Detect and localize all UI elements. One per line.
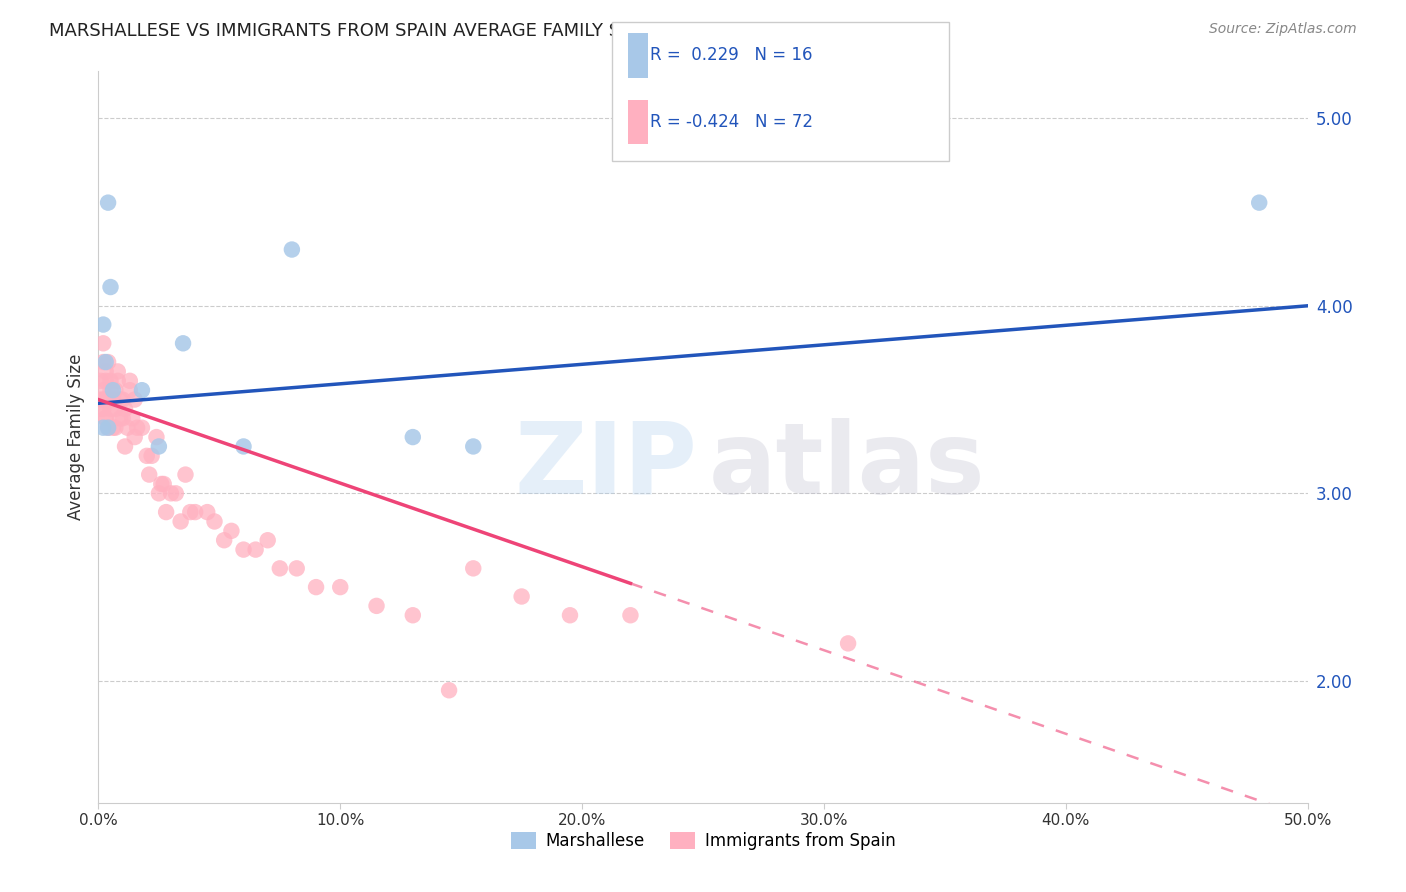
Point bbox=[94, 411, 117, 425]
Point bbox=[402, 430, 425, 444]
Point bbox=[114, 401, 136, 416]
Point bbox=[107, 364, 129, 378]
Point bbox=[100, 280, 122, 294]
Point bbox=[837, 636, 859, 650]
Point bbox=[100, 383, 122, 397]
Point bbox=[111, 411, 134, 425]
Point bbox=[118, 383, 141, 397]
Point bbox=[97, 420, 120, 434]
Point bbox=[94, 392, 117, 407]
Point bbox=[91, 336, 114, 351]
Point bbox=[619, 608, 641, 623]
Point bbox=[94, 364, 117, 378]
Point bbox=[172, 336, 194, 351]
Point bbox=[463, 440, 485, 454]
Point bbox=[366, 599, 388, 613]
Point bbox=[108, 392, 131, 407]
Point bbox=[104, 401, 127, 416]
Point bbox=[97, 195, 120, 210]
Point bbox=[100, 374, 122, 388]
Y-axis label: Average Family Size: Average Family Size bbox=[66, 354, 84, 520]
Point bbox=[91, 392, 114, 407]
Point bbox=[121, 411, 143, 425]
Text: ZIP: ZIP bbox=[515, 417, 697, 515]
Point bbox=[212, 533, 235, 548]
Point bbox=[165, 486, 187, 500]
Point bbox=[114, 440, 136, 454]
Point bbox=[117, 420, 139, 434]
Point bbox=[150, 477, 173, 491]
Point bbox=[437, 683, 460, 698]
Point bbox=[90, 392, 112, 407]
Text: Source: ZipAtlas.com: Source: ZipAtlas.com bbox=[1209, 22, 1357, 37]
Point bbox=[184, 505, 207, 519]
Point bbox=[131, 383, 153, 397]
Point bbox=[329, 580, 352, 594]
Point bbox=[285, 561, 308, 575]
Point bbox=[169, 515, 191, 529]
Text: MARSHALLESE VS IMMIGRANTS FROM SPAIN AVERAGE FAMILY SIZE CORRELATION CHART: MARSHALLESE VS IMMIGRANTS FROM SPAIN AVE… bbox=[49, 22, 849, 40]
Point bbox=[1249, 195, 1271, 210]
Point bbox=[101, 420, 124, 434]
Point bbox=[97, 420, 120, 434]
Point bbox=[148, 486, 170, 500]
Point bbox=[91, 401, 114, 416]
Point bbox=[155, 505, 177, 519]
Point bbox=[124, 392, 146, 407]
Point bbox=[245, 542, 267, 557]
Point bbox=[138, 467, 160, 482]
Point bbox=[94, 411, 117, 425]
Point bbox=[174, 467, 197, 482]
Point bbox=[111, 392, 134, 407]
Point bbox=[108, 411, 131, 425]
Point bbox=[94, 374, 117, 388]
Point bbox=[104, 420, 127, 434]
Point bbox=[104, 383, 127, 397]
Point bbox=[195, 505, 218, 519]
Point bbox=[402, 608, 425, 623]
Point bbox=[256, 533, 278, 548]
Point bbox=[269, 561, 291, 575]
Point bbox=[90, 401, 112, 416]
Point bbox=[127, 420, 149, 434]
Point bbox=[145, 430, 167, 444]
Point bbox=[91, 420, 114, 434]
Point bbox=[94, 355, 117, 369]
Point bbox=[204, 515, 226, 529]
Text: atlas: atlas bbox=[709, 417, 986, 515]
Point bbox=[101, 392, 124, 407]
Point bbox=[91, 355, 114, 369]
Point bbox=[141, 449, 163, 463]
Point bbox=[118, 374, 141, 388]
Point bbox=[305, 580, 328, 594]
Point bbox=[148, 440, 170, 454]
Point bbox=[281, 243, 304, 257]
Point bbox=[131, 420, 153, 434]
Point bbox=[463, 561, 485, 575]
Point bbox=[135, 449, 157, 463]
Point bbox=[558, 608, 581, 623]
Point bbox=[107, 374, 129, 388]
Point bbox=[160, 486, 183, 500]
Text: R = -0.424   N = 72: R = -0.424 N = 72 bbox=[650, 113, 813, 131]
Point bbox=[124, 430, 146, 444]
Point bbox=[232, 440, 254, 454]
Point bbox=[232, 542, 254, 557]
Point bbox=[101, 383, 124, 397]
Text: R =  0.229   N = 16: R = 0.229 N = 16 bbox=[650, 46, 813, 64]
Point bbox=[221, 524, 243, 538]
Point bbox=[91, 318, 114, 332]
Point bbox=[90, 374, 112, 388]
Point bbox=[510, 590, 533, 604]
Point bbox=[179, 505, 201, 519]
Point bbox=[152, 477, 174, 491]
Legend: Marshallese, Immigrants from Spain: Marshallese, Immigrants from Spain bbox=[503, 825, 903, 856]
Point bbox=[100, 401, 122, 416]
Point bbox=[97, 355, 120, 369]
Point bbox=[91, 383, 114, 397]
